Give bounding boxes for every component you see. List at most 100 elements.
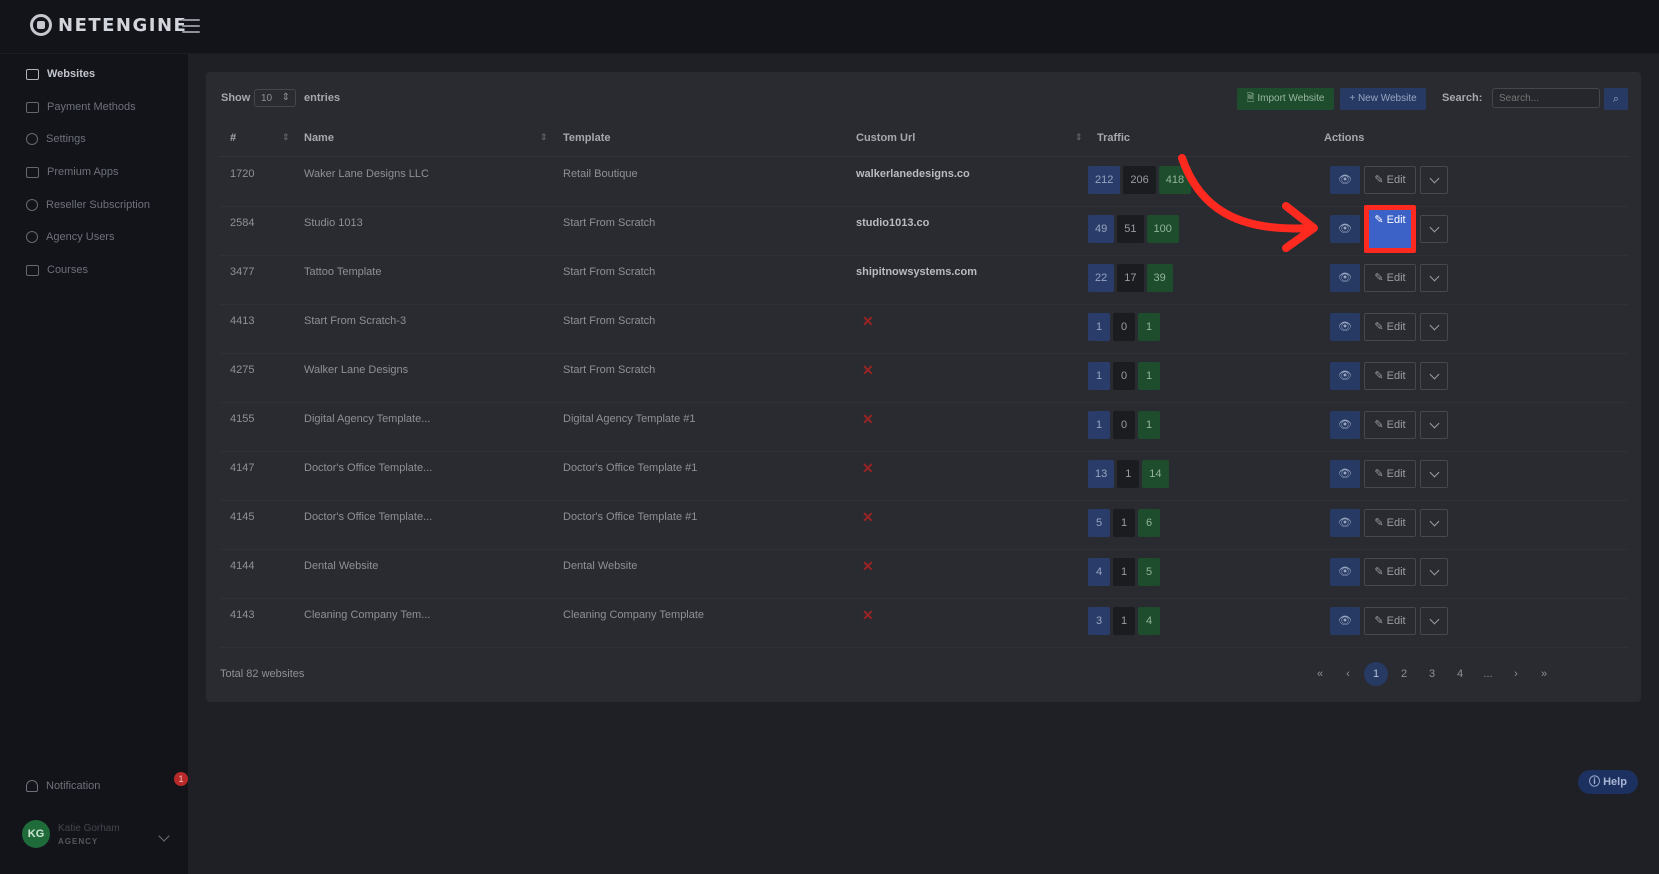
sidebar-item-payment-methods[interactable]: Payment Methods	[26, 101, 136, 113]
row-custom-url[interactable]: shipitnowsystems.com	[856, 266, 978, 278]
edit-button[interactable]: ✎ Edit	[1364, 166, 1416, 194]
row-actions: 👁 ✎ Edit	[1330, 205, 1448, 253]
sidebar-item-websites[interactable]: Websites	[26, 68, 95, 80]
edit-button[interactable]: ✎ Edit	[1364, 362, 1416, 390]
notification-link[interactable]: Notification	[26, 780, 100, 792]
eye-icon[interactable]: 👁	[1330, 166, 1360, 194]
help-button[interactable]: ⓘ Help	[1578, 770, 1638, 794]
table-row: 4147 Doctor's Office Template... Doctor's …	[220, 452, 1628, 501]
more-dropdown-chevron-icon[interactable]	[1420, 460, 1448, 488]
sidebar-item-agency-users[interactable]: Agency Users	[26, 231, 114, 243]
row-name: Studio 1013	[304, 217, 363, 229]
traffic-visits: 1	[1088, 313, 1110, 341]
more-dropdown-chevron-icon[interactable]	[1420, 411, 1448, 439]
page-link[interactable]: ›	[1514, 668, 1518, 680]
user-name: Katie Gorham	[58, 822, 120, 834]
col-id[interactable]: #	[230, 132, 237, 144]
eye-icon[interactable]: 👁	[1330, 215, 1360, 243]
traffic-badges: 212 206 418	[1088, 166, 1192, 194]
more-dropdown-chevron-icon[interactable]	[1420, 166, 1448, 194]
no-url-x-icon: ✕	[862, 411, 874, 427]
row-custom-url[interactable]: studio1013.co	[856, 217, 930, 229]
sidebar-item-label: Agency Users	[46, 231, 115, 243]
eye-icon[interactable]: 👁	[1330, 509, 1360, 537]
col-traffic: Traffic	[1097, 132, 1131, 144]
user-menu[interactable]: KG Katie Gorham AGENCY	[22, 820, 120, 848]
row-actions: 👁 ✎ Edit	[1330, 558, 1448, 586]
sort-icon[interactable]: ⇕	[540, 132, 548, 142]
eye-icon[interactable]: 👁	[1330, 362, 1360, 390]
search-icon[interactable]: ⌕	[1604, 88, 1628, 110]
sidebar-item-courses[interactable]: Courses	[26, 264, 88, 276]
page-link[interactable]: 2	[1400, 668, 1408, 680]
sidebar: Websites Payment Methods Settings Premiu…	[0, 54, 188, 874]
edit-button[interactable]: ✎ Edit	[1364, 607, 1416, 635]
no-url-x-icon: ✕	[862, 313, 874, 329]
eye-icon[interactable]: 👁	[1330, 411, 1360, 439]
file-icon: 🗎	[1246, 93, 1258, 104]
more-dropdown-chevron-icon[interactable]	[1420, 362, 1448, 390]
more-dropdown-chevron-icon[interactable]	[1420, 313, 1448, 341]
more-dropdown-chevron-icon[interactable]	[1420, 264, 1448, 292]
row-id: 4275	[230, 364, 255, 376]
traffic-unique: 17	[1117, 264, 1144, 292]
row-name: Cleaning Company Tem...	[304, 609, 431, 621]
table-row: 4144 Dental Website Dental Website ✕ 4 1 5 👁 ✎ E…	[220, 550, 1628, 599]
new-website-button[interactable]: + New Website	[1340, 88, 1426, 110]
traffic-total: 1	[1138, 411, 1160, 439]
sidebar-item-reseller-subscription[interactable]: Reseller Subscription	[26, 199, 150, 211]
menu-toggle-icon[interactable]	[182, 19, 200, 33]
edit-button[interactable]: ✎ Edit	[1364, 558, 1416, 586]
eye-icon[interactable]: 👁	[1330, 607, 1360, 635]
page-link[interactable]: 3	[1428, 668, 1436, 680]
edit-button[interactable]: ✎ Edit	[1364, 460, 1416, 488]
col-template[interactable]: Template	[563, 132, 611, 144]
sidebar-item-settings[interactable]: Settings	[26, 133, 86, 145]
more-dropdown-chevron-icon[interactable]	[1420, 215, 1448, 243]
row-id: 4143	[230, 609, 255, 621]
page-link[interactable]: ‹	[1346, 668, 1350, 680]
page-link[interactable]: 1	[1364, 662, 1388, 686]
row-id: 4145	[230, 511, 255, 523]
row-id: 3477	[230, 266, 255, 278]
row-name: Waker Lane Designs LLC	[304, 168, 429, 180]
no-url-x-icon: ✕	[862, 362, 874, 378]
page-link[interactable]: «	[1316, 668, 1324, 680]
entries-label: entries	[304, 92, 341, 104]
sort-icon[interactable]: ⇕	[1075, 132, 1083, 142]
entries-select[interactable]: 10	[254, 89, 296, 107]
page-link[interactable]: »	[1540, 668, 1548, 680]
eye-icon[interactable]: 👁	[1330, 460, 1360, 488]
row-actions: 👁 ✎ Edit	[1330, 509, 1448, 537]
row-template: Start From Scratch	[563, 364, 656, 376]
edit-icon: ✎	[1374, 174, 1387, 186]
edit-button[interactable]: ✎ Edit	[1364, 313, 1416, 341]
col-custom-url[interactable]: Custom Url	[856, 132, 916, 144]
import-website-button[interactable]: 🗎 Import Website	[1237, 88, 1334, 110]
row-custom-url[interactable]: walkerlanedesigns.co	[856, 168, 970, 180]
page-link[interactable]: ...	[1483, 668, 1493, 680]
page-link[interactable]: 4	[1456, 668, 1464, 680]
more-dropdown-chevron-icon[interactable]	[1420, 607, 1448, 635]
more-dropdown-chevron-icon[interactable]	[1420, 558, 1448, 586]
brand-logo[interactable]: NETENGINE	[30, 14, 187, 36]
col-name[interactable]: Name	[304, 132, 334, 144]
edit-button[interactable]: ✎ Edit	[1364, 205, 1416, 253]
more-dropdown-chevron-icon[interactable]	[1420, 509, 1448, 537]
edit-button[interactable]: ✎ Edit	[1364, 509, 1416, 537]
traffic-unique: 0	[1113, 362, 1135, 390]
traffic-unique: 206	[1123, 166, 1156, 194]
eye-icon[interactable]: 👁	[1330, 264, 1360, 292]
eye-icon[interactable]: 👁	[1330, 313, 1360, 341]
row-actions: 👁 ✎ Edit	[1330, 166, 1448, 194]
edit-button[interactable]: ✎ Edit	[1364, 264, 1416, 292]
sidebar-item-premium-apps[interactable]: Premium Apps	[26, 166, 119, 178]
eye-icon[interactable]: 👁	[1330, 558, 1360, 586]
sort-icon[interactable]: ⇕	[282, 132, 290, 142]
search-input[interactable]	[1492, 88, 1600, 108]
traffic-visits: 1	[1088, 362, 1110, 390]
show-label: Show	[221, 92, 251, 104]
edit-button[interactable]: ✎ Edit	[1364, 411, 1416, 439]
